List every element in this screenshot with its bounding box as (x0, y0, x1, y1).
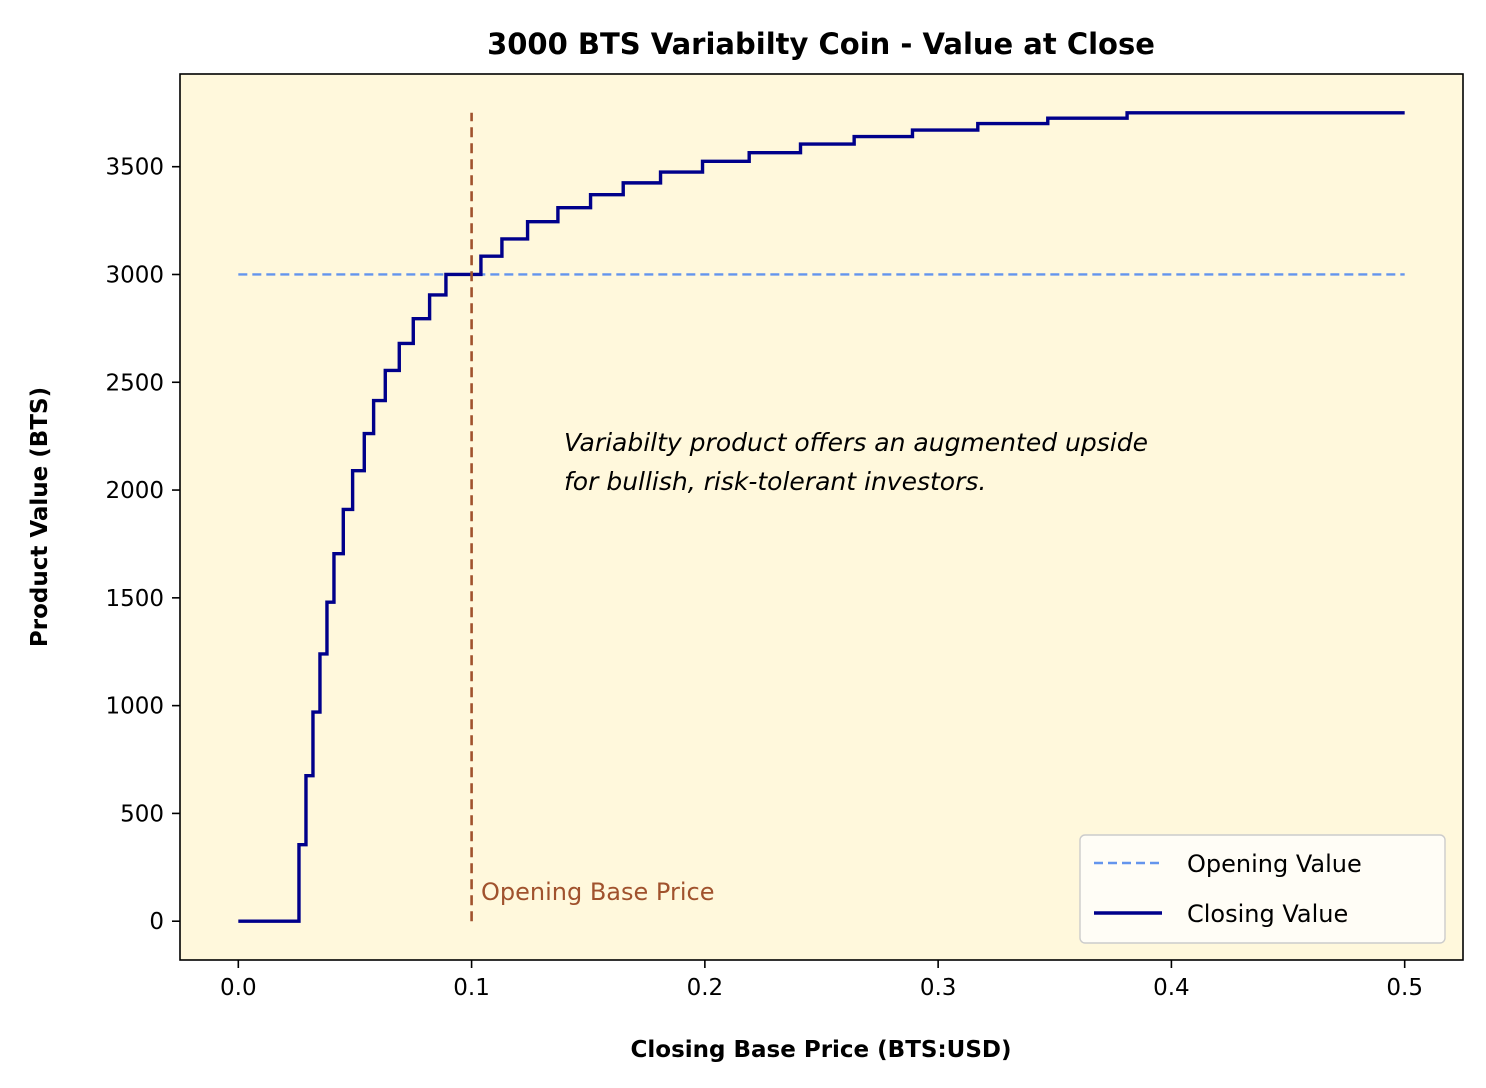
x-tick-label: 0.4 (1153, 975, 1190, 1001)
opening-base-price-label: Opening Base Price (481, 878, 714, 906)
y-tick-label: 2000 (105, 478, 164, 504)
x-tick-label: 0.5 (1386, 975, 1423, 1001)
series-closing-value (238, 111, 1405, 923)
legend-label-closing-value: Closing Value (1187, 900, 1348, 928)
series-layer (238, 111, 1405, 923)
plot-area (180, 74, 1463, 960)
y-tick-label: 3000 (105, 262, 164, 288)
y-axis-ticks: 0 500 1000 1500 2000 2500 3000 3500 (105, 155, 180, 935)
y-tick-label: 0 (149, 909, 164, 935)
legend-box (1079, 834, 1446, 944)
legend: Opening Value Closing Value (1079, 834, 1446, 944)
x-tick-label: 0.2 (687, 975, 724, 1001)
legend-label-opening-value: Opening Value (1187, 850, 1362, 878)
annotation-line-2: for bullish, risk-tolerant investors. (564, 467, 986, 496)
y-tick-label: 3500 (105, 155, 164, 181)
y-axis-label: Product Value (BTS) (27, 387, 53, 647)
y-tick-label: 2500 (105, 370, 164, 396)
y-tick-label: 1000 (105, 694, 164, 720)
x-tick-label: 0.0 (220, 975, 257, 1001)
chart-title: 3000 BTS Variabilty Coin - Value at Clos… (487, 27, 1155, 61)
y-tick-label: 1500 (105, 586, 164, 612)
plot-frame (179, 73, 1464, 961)
annotation-line-1: Variabilty product offers an augmented u… (564, 428, 1148, 457)
x-axis-ticks: 0.0 0.1 0.2 0.3 0.4 0.5 (220, 960, 1423, 1001)
x-tick-label: 0.1 (453, 975, 490, 1001)
y-tick-label: 500 (120, 801, 164, 827)
x-tick-label: 0.3 (920, 975, 957, 1001)
x-axis-label: Closing Base Price (BTS:USD) (631, 1037, 1012, 1063)
